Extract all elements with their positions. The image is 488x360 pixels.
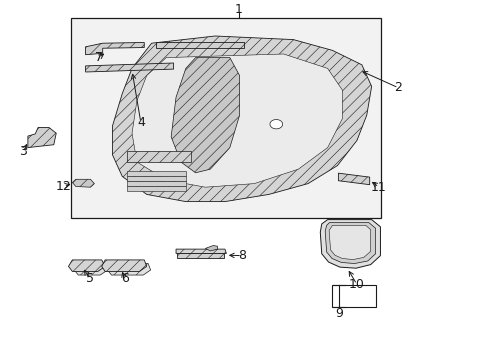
Text: 11: 11 (370, 181, 386, 194)
Bar (331, 285, 375, 307)
Text: 4: 4 (137, 116, 144, 129)
Text: 1: 1 (234, 3, 242, 16)
Polygon shape (102, 260, 146, 271)
Text: 5: 5 (86, 273, 94, 285)
Polygon shape (68, 260, 105, 271)
Text: 12: 12 (56, 180, 71, 193)
Polygon shape (112, 36, 371, 202)
Polygon shape (132, 54, 342, 187)
Polygon shape (156, 42, 244, 48)
Polygon shape (107, 264, 150, 275)
Polygon shape (85, 63, 173, 72)
Polygon shape (127, 176, 185, 181)
Polygon shape (205, 246, 217, 251)
Polygon shape (85, 42, 144, 55)
Polygon shape (127, 151, 190, 162)
Polygon shape (328, 225, 370, 260)
Text: 2: 2 (394, 81, 402, 94)
Polygon shape (269, 120, 282, 129)
Text: 10: 10 (348, 278, 364, 291)
Text: 9: 9 (334, 307, 342, 320)
Text: 8: 8 (238, 249, 245, 262)
Polygon shape (74, 264, 107, 275)
Polygon shape (127, 186, 185, 191)
Polygon shape (320, 220, 380, 268)
Polygon shape (28, 127, 56, 148)
Polygon shape (338, 173, 369, 185)
Polygon shape (127, 171, 185, 176)
Text: 3: 3 (20, 145, 27, 158)
Polygon shape (325, 222, 375, 264)
Text: 7: 7 (95, 51, 102, 64)
Polygon shape (171, 58, 239, 173)
Bar (71, 18, 381, 218)
Polygon shape (127, 181, 185, 186)
Polygon shape (72, 179, 94, 187)
Text: 6: 6 (121, 273, 128, 285)
Polygon shape (176, 249, 226, 253)
Polygon shape (177, 253, 224, 258)
